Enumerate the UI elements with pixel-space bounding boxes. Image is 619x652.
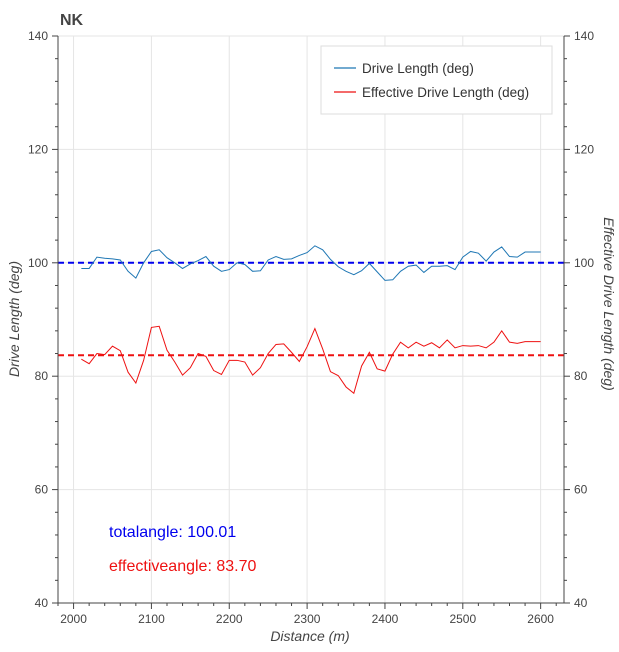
axes: 2000 2100 2200 2300 2400 2500 2600 40 40 60 60 80 80… <box>28 29 594 626</box>
y-tick-label-left-140: 140 <box>28 29 48 43</box>
y-tick-label-left-80: 80 <box>35 369 49 383</box>
legend-label-drive-length: Drive Length (deg) <box>362 61 474 76</box>
y-axis-title-left: Drive Length (deg) <box>6 261 22 377</box>
y-tick-label-right-140: 140 <box>574 29 594 43</box>
legend-label-effective-drive-length: Effective Drive Length (deg) <box>362 85 529 100</box>
y-tick-label-left-40: 40 <box>35 596 49 610</box>
reference-lines <box>58 261 564 357</box>
chart-title: NK <box>60 12 84 29</box>
y-tick-label-left-60: 60 <box>35 483 49 497</box>
x-tick-label-2200: 2200 <box>216 612 243 626</box>
x-tick-label-2000: 2000 <box>60 612 87 626</box>
legend: Drive Length (deg) Effective Drive Lengt… <box>320 45 553 115</box>
x-tick-label-2100: 2100 <box>138 612 165 626</box>
legend-box <box>320 45 553 115</box>
y-tick-label-left-120: 120 <box>28 142 48 156</box>
x-tick-label-2600: 2600 <box>527 612 554 626</box>
x-tick-label-2500: 2500 <box>449 612 476 626</box>
y-tick-label-right-40: 40 <box>574 596 588 610</box>
y-axis-title-right: Effective Drive Length (deg) <box>601 217 617 391</box>
y-tick-label-right-60: 60 <box>574 483 588 497</box>
y-tick-label-right-80: 80 <box>574 369 588 383</box>
y-tick-label-left-100: 100 <box>28 256 48 270</box>
grid <box>58 35 564 604</box>
x-tick-label-2400: 2400 <box>372 612 399 626</box>
x-tick-label-2300: 2300 <box>294 612 321 626</box>
series-lines <box>81 245 541 395</box>
x-axis-title: Distance (m) <box>270 628 349 644</box>
series-line-effective-drive-length <box>81 325 541 395</box>
annotation-effectiveangle: effectiveangle: 83.70 <box>109 558 256 575</box>
y-tick-label-right-100: 100 <box>574 256 594 270</box>
series-line-drive-length <box>81 245 541 281</box>
y-tick-label-right-120: 120 <box>574 142 594 156</box>
annotation-totalangle: totalangle: 100.01 <box>109 524 236 541</box>
